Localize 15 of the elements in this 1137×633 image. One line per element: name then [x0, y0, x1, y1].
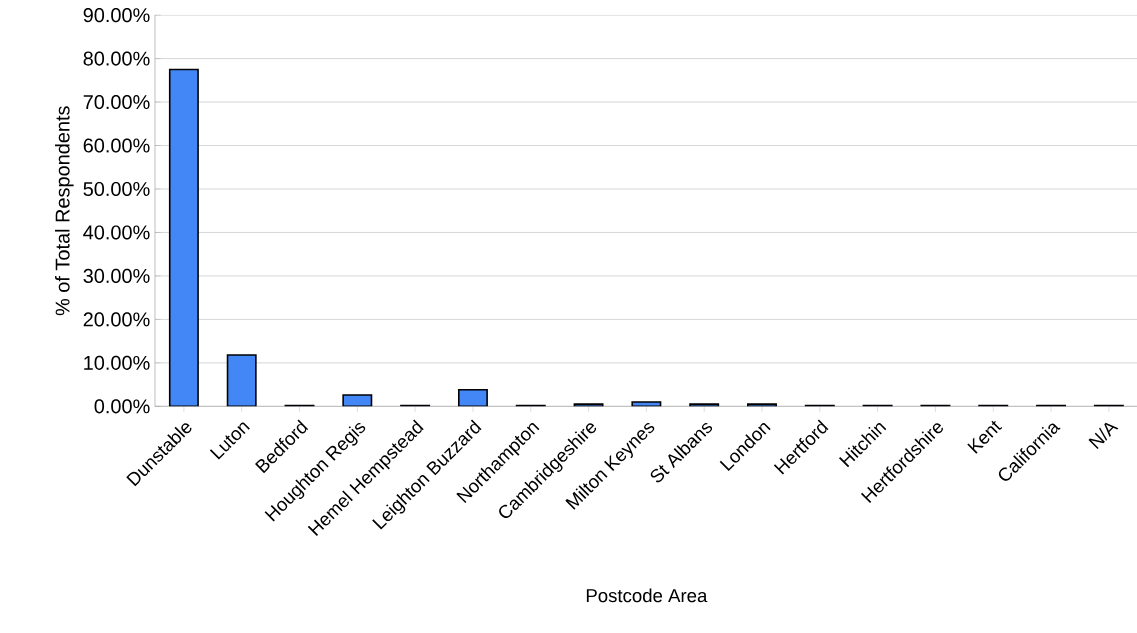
bar	[226, 354, 257, 407]
y-axis-title: % of Total Respondents	[55, 106, 74, 316]
y-tick-label: 70.00%	[83, 94, 150, 110]
x-axis-title: Postcode Area	[586, 588, 708, 603]
y-tick-label: 90.00%	[83, 8, 150, 23]
y-tick-label: 20.00%	[83, 312, 150, 327]
y-tick-label: 30.00%	[83, 268, 150, 283]
y-tick-label: 50.00%	[83, 181, 150, 196]
y-tick-label: 10.00%	[84, 355, 150, 370]
y-tick-label: 80.00%	[83, 51, 150, 66]
y-tick-label: 0.00%	[94, 399, 150, 414]
y-tick-label: 40.00%	[83, 225, 150, 240]
bar	[168, 68, 199, 407]
x-tick-label: N/A	[1088, 422, 1119, 449]
y-tick-label: 60.00%	[83, 138, 150, 153]
